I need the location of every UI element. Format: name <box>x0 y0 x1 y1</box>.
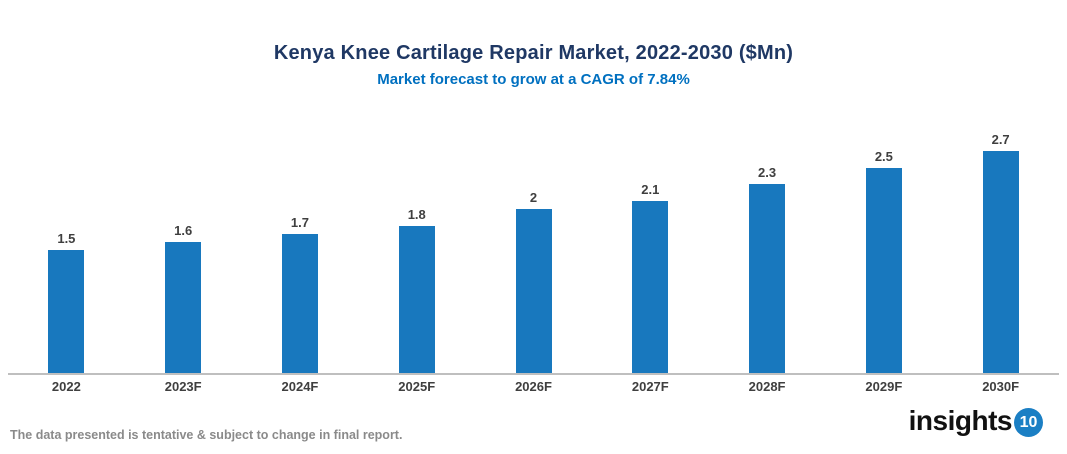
bar-2026f <box>515 209 552 374</box>
x-axis-line <box>8 373 1059 375</box>
bar-2028f <box>749 184 786 374</box>
x-axis-label-2026f: 2026F <box>515 379 552 394</box>
bar-chart-plot-area: 1.5 1.6 1.7 1.8 2 2.1 2.3 2.5 2.7 <box>8 114 1059 374</box>
x-axis-label-2028f: 2028F <box>748 379 786 394</box>
bar-group-2029f: 2.5 <box>825 149 942 374</box>
bar-value-label: 2.1 <box>641 181 660 197</box>
bar-value-label: 2.3 <box>758 165 777 181</box>
bar-2024f <box>281 233 318 374</box>
bar-value-label: 1.6 <box>174 223 193 238</box>
chart-title: Kenya Knee Cartilage Repair Market, 2022… <box>273 42 794 64</box>
bar-value-label: 1.7 <box>290 214 309 230</box>
x-axis-label-2029f: 2029F <box>865 379 903 394</box>
bar-group-2023f: 1.6 <box>125 223 242 374</box>
bar-2029f <box>865 167 902 374</box>
x-axis-label-2030f: 2030F <box>982 379 1020 394</box>
bar-value-label: 1.8 <box>407 206 426 222</box>
x-axis-label-2024f: 2024F <box>281 379 319 394</box>
x-axis-label-2022: 2022 <box>51 379 81 394</box>
chart-subtitle: Market forecast to grow at a CAGR of 7.8… <box>377 71 690 88</box>
bar-value-label: 2.5 <box>874 148 893 164</box>
x-axis-label-2025f: 2025F <box>398 379 436 394</box>
bar-group-2024f: 1.7 <box>242 215 359 374</box>
bar-group-2026f: 2 <box>475 190 592 374</box>
logo-wordmark: insights <box>908 404 1013 436</box>
bar-2027f <box>632 200 669 374</box>
bar-group-2022: 1.5 <box>8 231 125 374</box>
bar-group-2027f: 2.1 <box>592 182 709 374</box>
bar-2025f <box>398 225 435 374</box>
bar-2023f <box>165 242 202 374</box>
bar-group-2025f: 1.8 <box>358 206 475 374</box>
insights10-logo: insights 10 <box>909 404 1043 437</box>
logo-badge-icon: 10 <box>1014 408 1043 437</box>
bar-2022 <box>48 250 85 374</box>
x-axis-labels: 2022 2023F 2024F 2025F 2026F 2027F 2028F 2029F 2… <box>8 379 1059 394</box>
x-axis-label-2027f: 2027F <box>631 379 669 394</box>
bar-group-2028f: 2.3 <box>709 165 826 374</box>
bar-value-label: 1.5 <box>57 231 76 247</box>
bar-2030f <box>982 151 1019 374</box>
bar-group-2030f: 2.7 <box>942 132 1059 374</box>
disclaimer-text: The data presented is tentative & subjec… <box>10 428 403 442</box>
x-axis-label-2023f: 2023F <box>164 379 202 394</box>
bar-value-label: 2 <box>529 190 538 205</box>
bar-value-label: 2.7 <box>991 132 1010 148</box>
